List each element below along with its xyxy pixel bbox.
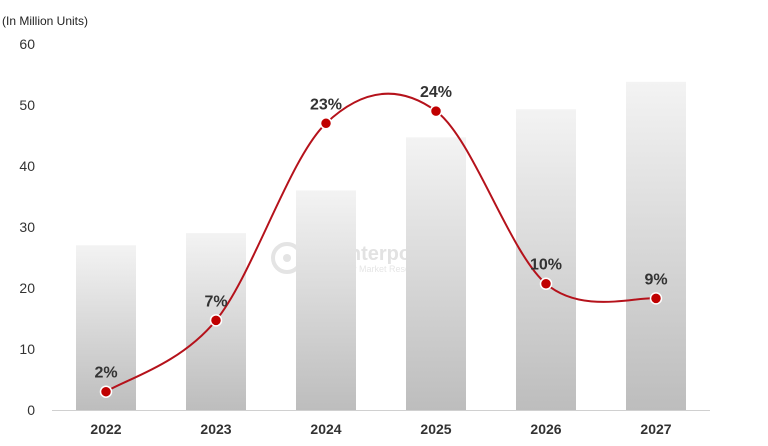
x-tick-label: 2023 — [200, 421, 231, 437]
growth-point — [319, 117, 333, 130]
x-tick-label: 2025 — [420, 421, 451, 437]
bar-2025 — [406, 137, 466, 410]
growth-data-label: 2% — [94, 365, 117, 382]
x-tick-label: 2022 — [90, 421, 121, 437]
watermark-subtitle: Technology Market Research — [311, 264, 428, 274]
growth-data-label: 9% — [644, 271, 667, 288]
growth-data-label: 10% — [530, 257, 562, 274]
bar-2024 — [296, 190, 356, 410]
y-tick-label: 0 — [27, 402, 35, 418]
growth-data-label: 7% — [204, 293, 227, 310]
bar-2022 — [76, 245, 136, 410]
y-axis-unit-label: (In Million Units) — [2, 14, 89, 28]
y-tick-label: 60 — [19, 36, 35, 52]
bar-2027 — [626, 81, 686, 410]
growth-point — [99, 385, 113, 398]
y-tick-label: 50 — [19, 97, 35, 113]
growth-data-label: 24% — [420, 84, 452, 101]
y-tick-label: 40 — [19, 158, 35, 174]
x-tick-label: 2024 — [310, 421, 341, 437]
growth-point — [539, 277, 553, 290]
x-tick-label: 2026 — [530, 421, 561, 437]
y-tick-label: 30 — [19, 219, 35, 235]
x-tick-label: 2027 — [640, 421, 671, 437]
growth-data-label: 23% — [310, 96, 342, 113]
y-tick-label: 20 — [19, 280, 35, 296]
y-tick-label: 10 — [19, 341, 35, 357]
growth-point — [429, 104, 443, 118]
watermark-logo-dot — [283, 254, 291, 262]
growth-point — [209, 314, 223, 327]
growth-point — [649, 292, 663, 305]
